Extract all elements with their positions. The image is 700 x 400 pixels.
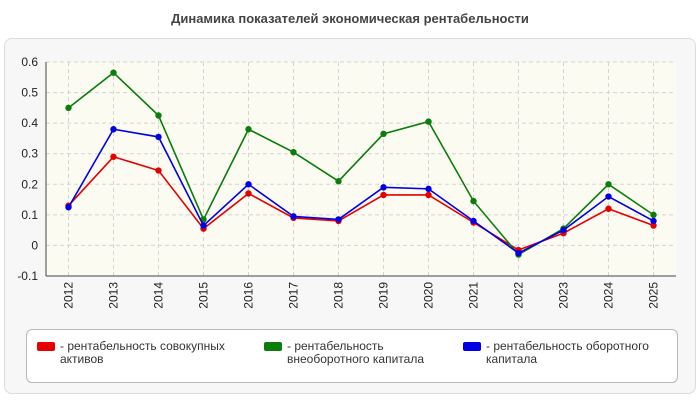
series-1-point <box>110 153 117 160</box>
series-3-point <box>200 222 207 229</box>
series-2-point <box>245 126 252 133</box>
series-2-point <box>290 148 297 156</box>
y-tick-label: -0.1 <box>17 269 38 283</box>
series-2-point <box>650 211 657 219</box>
x-tick-label: 2012 <box>62 282 76 309</box>
series-3-point <box>380 184 387 191</box>
series-2-point <box>335 178 342 185</box>
series-3-point <box>110 126 117 133</box>
series-3-point <box>470 217 477 225</box>
series-3-point <box>605 193 612 200</box>
series-3-point <box>65 204 72 211</box>
x-tick-label: 2019 <box>377 282 391 309</box>
series-1-point <box>155 167 162 174</box>
x-tick-label: 2024 <box>602 282 616 309</box>
x-tick-label: 2025 <box>647 282 661 309</box>
series-2-point <box>155 112 162 119</box>
series-3-point <box>560 226 567 234</box>
series-1-point <box>245 190 252 197</box>
legend-swatch-fixed-capital <box>264 342 282 351</box>
series-2-point <box>605 181 612 188</box>
chart-title: Динамика показателей экономическая рента… <box>171 11 529 26</box>
x-tick-label: 2018 <box>332 282 346 309</box>
series-3-point <box>155 133 162 141</box>
x-tick-label: 2014 <box>152 282 166 309</box>
series-3-point <box>290 213 297 220</box>
x-tick-label: 2020 <box>422 282 436 309</box>
y-tick-label: 0.5 <box>21 86 38 100</box>
y-tick-label: 0.1 <box>21 208 38 222</box>
series-1-point <box>605 205 612 212</box>
plot-area <box>46 62 676 276</box>
series-line-1 <box>67 155 654 251</box>
legend-label-working-capital: - рентабельность оборотного капитала <box>486 339 649 366</box>
x-tick-label: 2017 <box>287 282 301 309</box>
y-tick-label: 0.6 <box>21 55 38 69</box>
series-3-point <box>335 216 342 223</box>
series-3-point <box>425 185 432 193</box>
series-2-point <box>380 130 387 138</box>
x-tick-label: 2023 <box>557 282 571 309</box>
series-1-point <box>380 191 387 199</box>
series-line-3 <box>67 128 654 255</box>
series-2-point <box>470 197 477 205</box>
x-tick-label: 2016 <box>242 282 256 309</box>
legend-swatch-working-capital <box>463 342 481 351</box>
series-3-point <box>245 181 252 188</box>
x-tick-label: 2015 <box>197 282 211 309</box>
y-tick-label: 0.2 <box>21 177 38 191</box>
legend-swatch-total-assets <box>37 342 55 351</box>
series-3-point <box>650 217 657 225</box>
series-line-2 <box>68 71 654 256</box>
series-1-point <box>425 191 432 199</box>
series-2-point <box>65 104 72 112</box>
series-1-point <box>650 222 657 229</box>
x-tick-label: 2021 <box>467 282 481 309</box>
series-2-point <box>110 69 117 76</box>
legend-label-total-assets: - рентабельность совокупных активов <box>60 339 225 366</box>
series-2-point <box>425 118 432 125</box>
y-tick-label: 0 <box>31 238 38 252</box>
legend: - рентабельность совокупных активов - ре… <box>26 329 678 383</box>
x-tick-label: 2013 <box>107 282 121 309</box>
y-tick-label: 0.3 <box>21 147 38 161</box>
y-tick-label: 0.4 <box>21 116 38 130</box>
series-3-point <box>515 249 522 257</box>
legend-label-fixed-capital: - рентабельность внеоборотного капитала <box>287 339 424 366</box>
x-tick-label: 2022 <box>512 282 526 309</box>
